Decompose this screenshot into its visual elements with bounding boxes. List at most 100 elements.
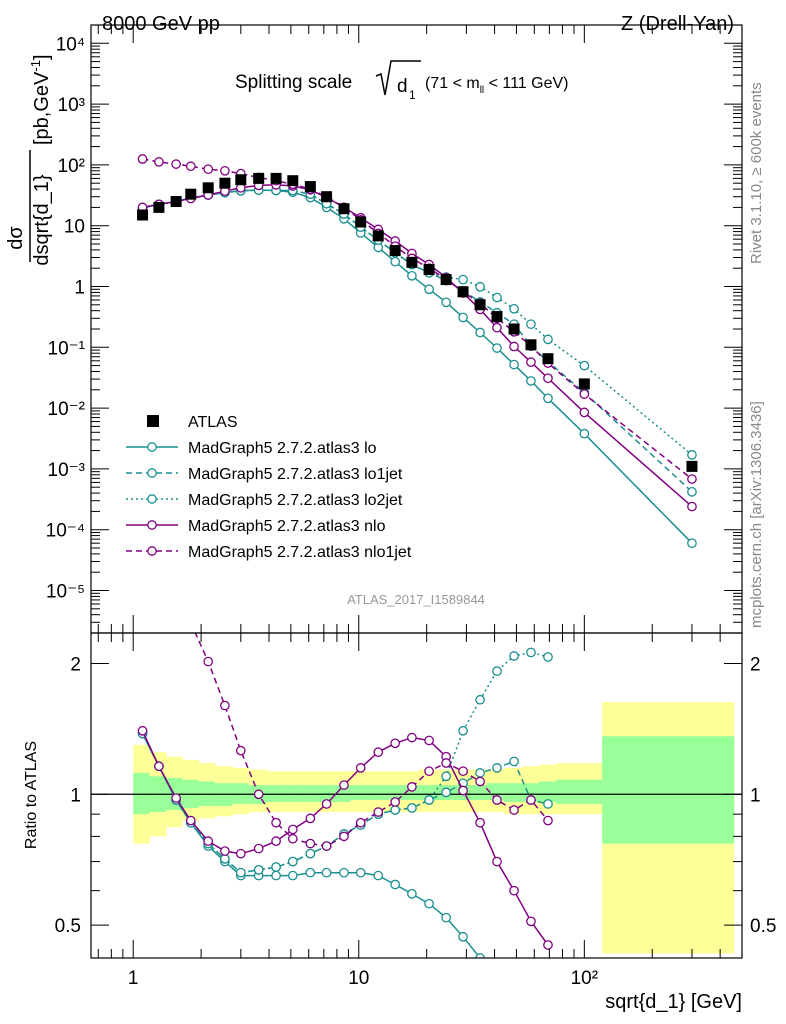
atlas-data-point <box>170 196 182 208</box>
data-point <box>687 474 697 484</box>
data-point <box>271 862 281 872</box>
data-point <box>187 619 195 627</box>
ratio-bands <box>91 702 742 954</box>
data-point <box>526 795 536 805</box>
data-point <box>407 782 417 792</box>
ratio-y-tick-label-right: 0.5 <box>750 916 776 937</box>
data-point <box>475 281 485 292</box>
ratio-frame <box>90 632 743 959</box>
data-point <box>203 836 214 847</box>
data-point <box>235 745 246 756</box>
band-inner-bin <box>266 785 284 802</box>
data-point <box>305 867 316 878</box>
data-point <box>579 428 590 439</box>
atlas-data-point <box>253 172 265 184</box>
data-point <box>355 867 366 878</box>
data-point <box>185 815 196 826</box>
data-point <box>137 725 148 736</box>
title-symbol-sub: 1 <box>409 88 416 102</box>
data-point <box>509 341 519 352</box>
data-point <box>424 735 434 746</box>
atlas-data-point <box>321 191 333 203</box>
atlas-data-point <box>440 274 452 286</box>
data-point <box>458 766 468 777</box>
data-point <box>203 164 214 175</box>
data-point <box>543 940 553 950</box>
legend-marker-atlas <box>147 415 159 427</box>
y-tick-label: 10 <box>64 217 85 238</box>
data-point <box>137 154 148 164</box>
data-point <box>475 776 485 787</box>
band-inner-bin <box>316 785 334 802</box>
legend-marker <box>147 546 157 556</box>
data-point <box>458 785 468 796</box>
data-point <box>407 803 417 813</box>
ratio-y-tick-label: 2 <box>70 654 81 675</box>
ylabel-num: dσ <box>5 226 27 250</box>
atlas-data-point <box>287 175 299 187</box>
data-point <box>424 898 434 909</box>
data-point <box>458 931 468 942</box>
y-tick-label: 10⁻⁴ <box>46 521 85 542</box>
series-nlo1jet <box>187 619 553 851</box>
data-point <box>407 732 417 743</box>
analysis-id: ATLAS_2017_I1589844 <box>347 592 485 607</box>
data-point <box>287 824 298 835</box>
y-tick-label: 10⁻³ <box>48 460 86 481</box>
rivet-label: Rivet 3.1.10, ≥ 600k events <box>748 82 765 264</box>
data-point <box>543 393 553 404</box>
band-inner-bin <box>602 736 735 844</box>
data-point <box>171 793 181 803</box>
data-point <box>355 763 366 773</box>
data-point <box>305 848 316 859</box>
ratio-y-tick-label-right: 2 <box>750 654 761 675</box>
data-point <box>526 916 536 927</box>
data-point <box>509 756 519 767</box>
data-point <box>287 856 298 867</box>
series-lo2jet <box>137 647 553 878</box>
series-line <box>142 189 693 544</box>
sqrt-symbol <box>375 60 421 96</box>
header-right: Z (Drell-Yan) <box>621 13 734 35</box>
data-point <box>339 831 349 842</box>
data-point <box>493 973 501 981</box>
data-point <box>235 867 246 878</box>
data-point <box>253 865 264 875</box>
legend-label: MadGraph5 2.7.2.atlas3 lo1jet <box>188 466 403 483</box>
ylabel-units-sup: -1 <box>28 60 43 72</box>
data-point <box>492 343 502 353</box>
data-point <box>339 867 349 878</box>
y-tick-label: 10⁻⁵ <box>46 582 85 603</box>
data-point <box>458 274 468 285</box>
data-point <box>441 758 452 768</box>
data-point <box>339 780 349 790</box>
atlas-data-point <box>525 339 537 351</box>
atlas-data-point <box>153 201 165 213</box>
axes-frames: 1 10 10² 10⁻⁵ 10⁻⁴ 10⁻³ 10⁻² 10⁻¹ 1 10 10² 10³ 10⁴ 0.… <box>46 24 776 989</box>
data-point <box>390 256 401 267</box>
data-point <box>321 799 332 809</box>
series-line <box>194 633 549 847</box>
data-point <box>305 813 316 824</box>
data-point <box>458 725 468 736</box>
data-point <box>475 694 485 705</box>
data-point <box>271 870 281 881</box>
atlas-data-point <box>270 172 282 184</box>
data-point <box>390 797 401 807</box>
legend-label: MadGraph5 2.7.2.atlas3 lo2jet <box>188 492 403 509</box>
ylabel-units: [pb,GeV-1] <box>28 54 53 145</box>
data-point <box>475 817 485 828</box>
legend-label: MadGraph5 2.7.2.atlas3 nlo1jet <box>188 544 412 561</box>
legend-label: MadGraph5 2.7.2.atlas3 nlo <box>188 518 386 535</box>
band-inner-bin <box>300 785 318 802</box>
data-point <box>390 738 401 749</box>
data-point <box>287 833 298 844</box>
data-point <box>390 879 401 890</box>
x-tick-label: 1 <box>128 968 139 989</box>
legend-marker <box>147 520 157 530</box>
band-inner-bin <box>350 785 369 801</box>
band-inner-bin <box>384 785 403 801</box>
data-point <box>271 817 281 828</box>
atlas-data-point <box>137 209 149 221</box>
